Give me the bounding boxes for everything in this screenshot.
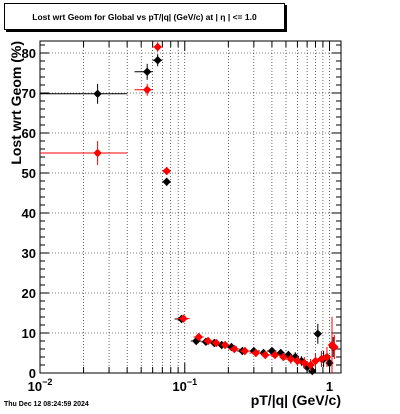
data-point: [179, 314, 188, 323]
data-point: [203, 336, 213, 346]
y-tick-label: 70: [22, 86, 36, 101]
x-tick-label: 10−1: [172, 377, 197, 394]
plot-frame: [39, 40, 342, 374]
y-tick-label: 10: [22, 326, 36, 341]
data-point: [230, 344, 239, 354]
data-point: [162, 166, 171, 176]
data-point: [251, 348, 261, 358]
data-point: [153, 56, 162, 65]
data-point: [300, 358, 309, 368]
data-point: [153, 42, 162, 52]
data-point: [220, 340, 230, 350]
data-point: [286, 354, 295, 364]
grid-lines: [39, 41, 341, 374]
data-point: [212, 338, 221, 348]
data-point: [306, 360, 315, 370]
data-point: [142, 85, 152, 94]
y-axis-title: Lost wrt Geom (%): [8, 41, 24, 165]
y-tick-label: 0: [29, 366, 36, 381]
timestamp: Thu Dec 12 08:24:59 2024: [4, 401, 89, 408]
data-point: [313, 329, 323, 338]
chart-title: Lost wrt Geom for Global vs pT/|q| (GeV/…: [32, 11, 257, 22]
data-point: [261, 350, 270, 360]
data-point: [162, 177, 171, 186]
data-point: [93, 148, 102, 158]
y-tick-label: 60: [22, 126, 36, 141]
y-tick-label: 80: [22, 46, 36, 61]
x-tick-label: 10−2: [28, 377, 53, 394]
x-tick-label: 1: [326, 379, 333, 394]
data-point: [270, 350, 280, 360]
tick-labels: 0 10 20 30 40 50 60 70 80 10−2 10−1 1: [22, 46, 334, 394]
data-point: [93, 89, 102, 98]
data-series: [40, 42, 339, 376]
y-tick-label: 50: [22, 166, 36, 181]
series-red: [40, 42, 339, 373]
y-tick-label: 40: [22, 206, 36, 221]
y-tick-label: 20: [22, 286, 36, 301]
data-point: [322, 352, 332, 362]
data-point: [330, 342, 339, 352]
series-black: [40, 54, 338, 376]
data-point: [194, 332, 203, 342]
y-tick-label: 30: [22, 246, 36, 261]
data-point: [192, 336, 201, 346]
x-axis-title: pT/|q| (GeV/c): [251, 392, 341, 408]
axis-ticks: [39, 41, 341, 374]
chart-title-box: Lost wrt Geom for Global vs pT/|q| (GeV/…: [4, 3, 285, 30]
data-point: [240, 346, 250, 356]
data-point: [142, 67, 152, 76]
data-point: [279, 352, 288, 362]
